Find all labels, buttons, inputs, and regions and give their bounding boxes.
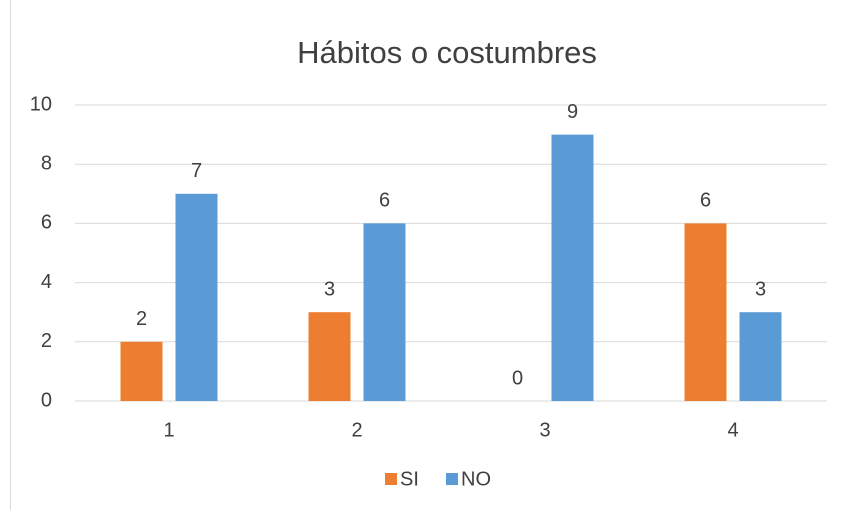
data-label: 3 (755, 278, 766, 300)
data-label: 0 (512, 367, 523, 389)
bar (363, 223, 406, 401)
bar (739, 312, 782, 401)
bar (308, 312, 351, 401)
y-tick-label: 10 (30, 93, 52, 115)
legend-label: NO (461, 468, 491, 490)
x-tick-label: 3 (539, 419, 550, 441)
data-label: 9 (567, 101, 578, 123)
legend-label: SI (400, 468, 419, 490)
y-tick-label: 8 (41, 152, 52, 174)
legend-swatch (385, 473, 397, 485)
chart-title: Hábitos o costumbres (297, 35, 597, 70)
x-tick-label: 2 (351, 419, 362, 441)
y-tick-label: 4 (41, 271, 52, 293)
data-label: 7 (191, 160, 202, 182)
bar (684, 223, 727, 401)
y-tick-label: 2 (41, 330, 52, 352)
data-label: 3 (324, 278, 335, 300)
data-label: 6 (379, 190, 390, 212)
data-label: 2 (136, 308, 147, 330)
data-label: 6 (700, 190, 711, 212)
y-tick-label: 0 (41, 389, 52, 411)
x-tick-label: 4 (727, 419, 738, 441)
x-tick-label: 1 (163, 419, 174, 441)
bar (120, 341, 163, 401)
bar (175, 193, 218, 401)
bar (551, 134, 594, 401)
y-tick-label: 6 (41, 212, 52, 234)
legend-swatch (446, 473, 458, 485)
